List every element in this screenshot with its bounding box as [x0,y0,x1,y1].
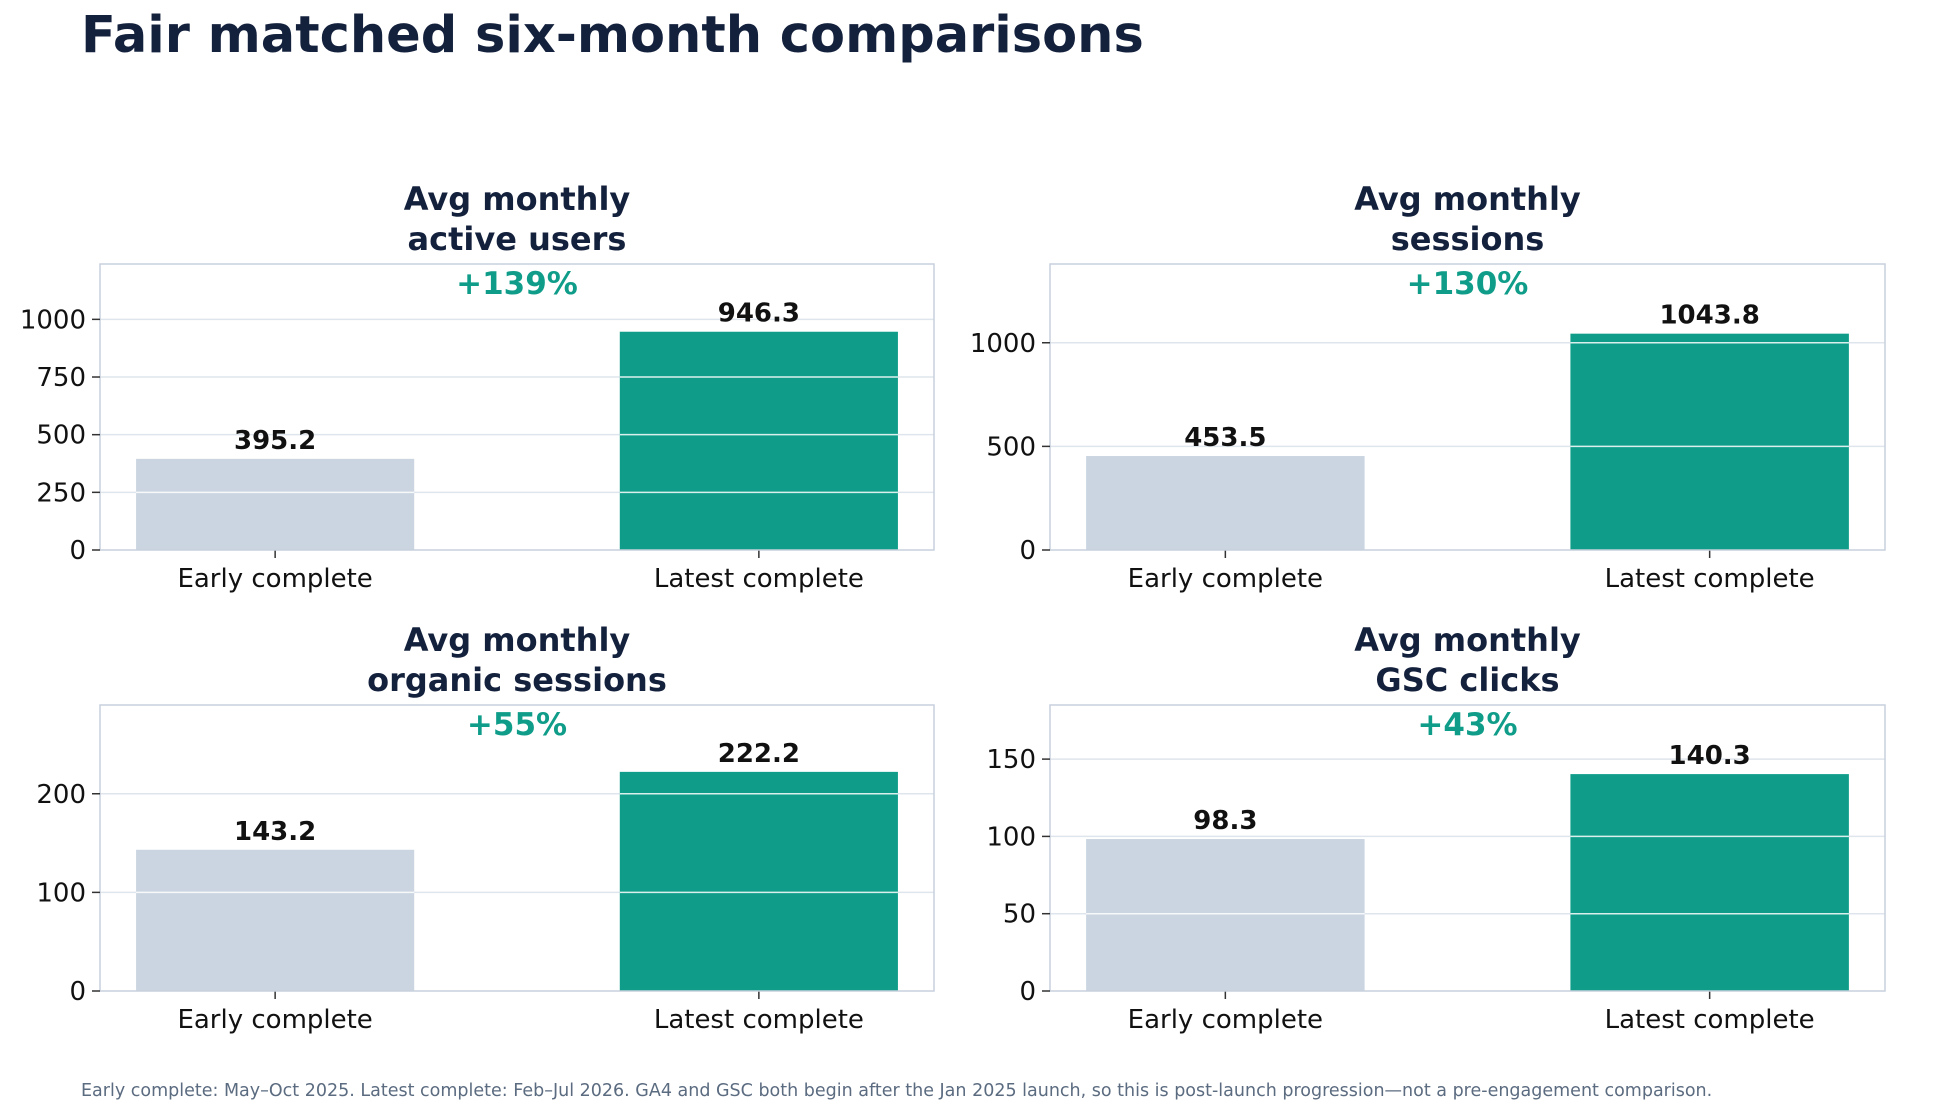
x-tick-label: Latest complete [654,564,864,594]
x-tick-label: Early complete [177,564,372,594]
plot-frame [1049,704,1886,992]
y-tick-label: 0 [1019,536,1036,566]
change-label: +43% [1417,707,1517,743]
y-tick-label: 0 [69,536,86,566]
change-label: +139% [456,266,578,302]
panel-title-line-1: Avg monthly [404,621,631,659]
value-label: 140.3 [1669,741,1751,771]
panel-title-line-2: GSC clicks [1375,661,1559,699]
x-tick-label: Early complete [1128,1005,1323,1035]
x-tick-label: Latest complete [1605,1005,1815,1035]
panel-title-line-1: Avg monthly [1354,180,1581,218]
bar-latest [1570,774,1849,991]
y-tick-label: 200 [36,780,86,810]
panel-title-line-2: organic sessions [367,661,667,699]
y-tick-label: 500 [36,421,86,451]
y-tick-label: 100 [36,878,86,908]
x-tick-label: Early complete [1128,564,1323,594]
value-label: 143.2 [234,817,316,847]
y-tick-label: 0 [1019,977,1036,1007]
bar-early [136,458,415,550]
bar-early [1086,839,1365,991]
value-label: 98.3 [1193,806,1257,836]
panel-title-line-1: Avg monthly [1354,621,1581,659]
y-tick-label: 1000 [970,329,1036,359]
bar-latest [619,331,898,550]
value-label: 395.2 [234,426,316,456]
value-label: 946.3 [718,299,800,329]
y-tick-label: 250 [36,478,86,508]
y-tick-label: 750 [36,363,86,393]
panel-title-line-1: Avg monthly [404,180,631,218]
bar-latest [619,771,898,991]
x-tick-label: Latest complete [1605,564,1815,594]
value-label: 453.5 [1184,423,1266,453]
panel-title-line-2: active users [408,220,627,258]
y-tick-label: 1000 [20,305,86,335]
change-label: +130% [1407,266,1529,302]
plot-frame [1049,263,1886,551]
x-tick-label: Latest complete [654,1005,864,1035]
y-tick-label: 100 [986,822,1036,852]
y-tick-label: 500 [986,432,1036,462]
y-tick-label: 0 [69,977,86,1007]
change-label: +55% [467,707,567,743]
y-tick-label: 150 [986,745,1036,775]
bar-early [136,849,415,991]
footnote: Early complete: May–Oct 2025. Latest com… [81,1081,1713,1101]
bar-early [1086,456,1365,550]
value-label: 1043.8 [1659,301,1759,331]
plot-frame [99,263,935,551]
y-tick-label: 50 [1003,900,1036,930]
panel-title-line-2: sessions [1391,220,1545,258]
x-tick-label: Early complete [177,1005,372,1035]
plot-frame [99,704,935,992]
value-label: 222.2 [718,739,800,769]
page-title: Fair matched six-month comparisons [81,6,1144,65]
bar-latest [1570,333,1849,550]
